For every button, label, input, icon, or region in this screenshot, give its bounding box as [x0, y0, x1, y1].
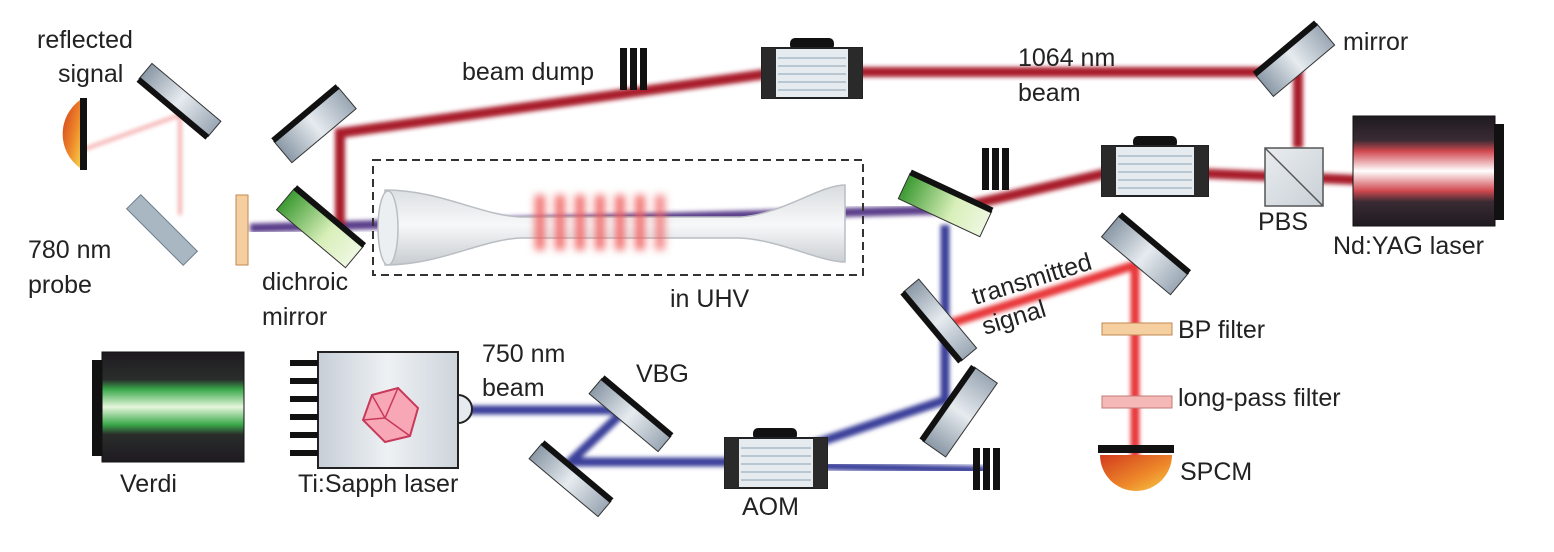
mirror-lower-right	[919, 364, 998, 458]
label-vbg: VBG	[636, 360, 689, 388]
label-dichroic-2: mirror	[262, 303, 327, 331]
beam-dump-bottom	[973, 448, 1000, 490]
mirror-transmitted	[1100, 212, 1192, 296]
label-pbs: PBS	[1258, 208, 1308, 236]
dichroic-mirror-right	[897, 169, 994, 238]
label-750-1: 750 nm	[482, 340, 565, 368]
standing-wave	[535, 195, 665, 250]
label-spcm: SPCM	[1180, 458, 1252, 486]
fiber-end-left	[377, 190, 399, 266]
label-750-2: beam	[482, 374, 545, 402]
mirror-top-right	[1252, 20, 1336, 98]
label-mirror: mirror	[1343, 28, 1408, 56]
modulator-mid	[1101, 136, 1209, 197]
label-1064-1: 1064 nm	[1018, 44, 1115, 72]
waveplate	[235, 194, 249, 266]
label-verdi: Verdi	[120, 470, 177, 498]
beam-dump-top	[620, 48, 647, 90]
modulator-top	[761, 38, 863, 99]
ndyag-laser	[1352, 115, 1504, 227]
reflected-signal-beam	[81, 112, 182, 215]
labels: reflected signal 780 nm probe dichroic m…	[28, 26, 1484, 521]
label-tisapph: Ti:Sapph laser	[298, 470, 458, 498]
pbs-cube	[1264, 147, 1324, 207]
label-reflected-1: reflected	[37, 26, 133, 54]
label-probe-1: 780 nm	[28, 236, 111, 264]
uhv-enclosure	[372, 159, 864, 276]
tisapph-laser	[290, 351, 473, 469]
label-reflected-2: signal	[58, 60, 123, 88]
mirror-upper-left	[271, 84, 357, 164]
label-longpass-filter: long-pass filter	[1178, 384, 1341, 412]
longpass-filter	[1101, 395, 1173, 409]
label-beam-dump: beam dump	[462, 58, 594, 86]
vbg-grating-bottom	[528, 440, 614, 518]
aom	[724, 428, 828, 489]
verdi-laser	[92, 351, 245, 463]
label-dichroic-1: dichroic	[262, 268, 348, 296]
label-ndyag: Nd:YAG laser	[1333, 232, 1484, 260]
reflected-detector	[62, 98, 87, 170]
beam-750	[460, 225, 950, 467]
label-in-uhv: in UHV	[670, 285, 750, 313]
mirror-grating-reflected	[136, 62, 222, 140]
label-aom: AOM	[742, 493, 799, 521]
label-1064-2: beam	[1018, 79, 1081, 107]
label-bp-filter: BP filter	[1178, 316, 1265, 344]
beam-splitter-probe	[125, 193, 199, 267]
beam-dump-mid	[982, 148, 1009, 190]
vbg-grating-top	[588, 375, 674, 453]
label-probe-2: probe	[28, 271, 92, 299]
bp-filter	[1101, 322, 1173, 336]
dichroic-mirror	[275, 185, 367, 269]
mirror-grating-transmitted	[900, 278, 978, 364]
spcm-detector	[1098, 445, 1174, 491]
